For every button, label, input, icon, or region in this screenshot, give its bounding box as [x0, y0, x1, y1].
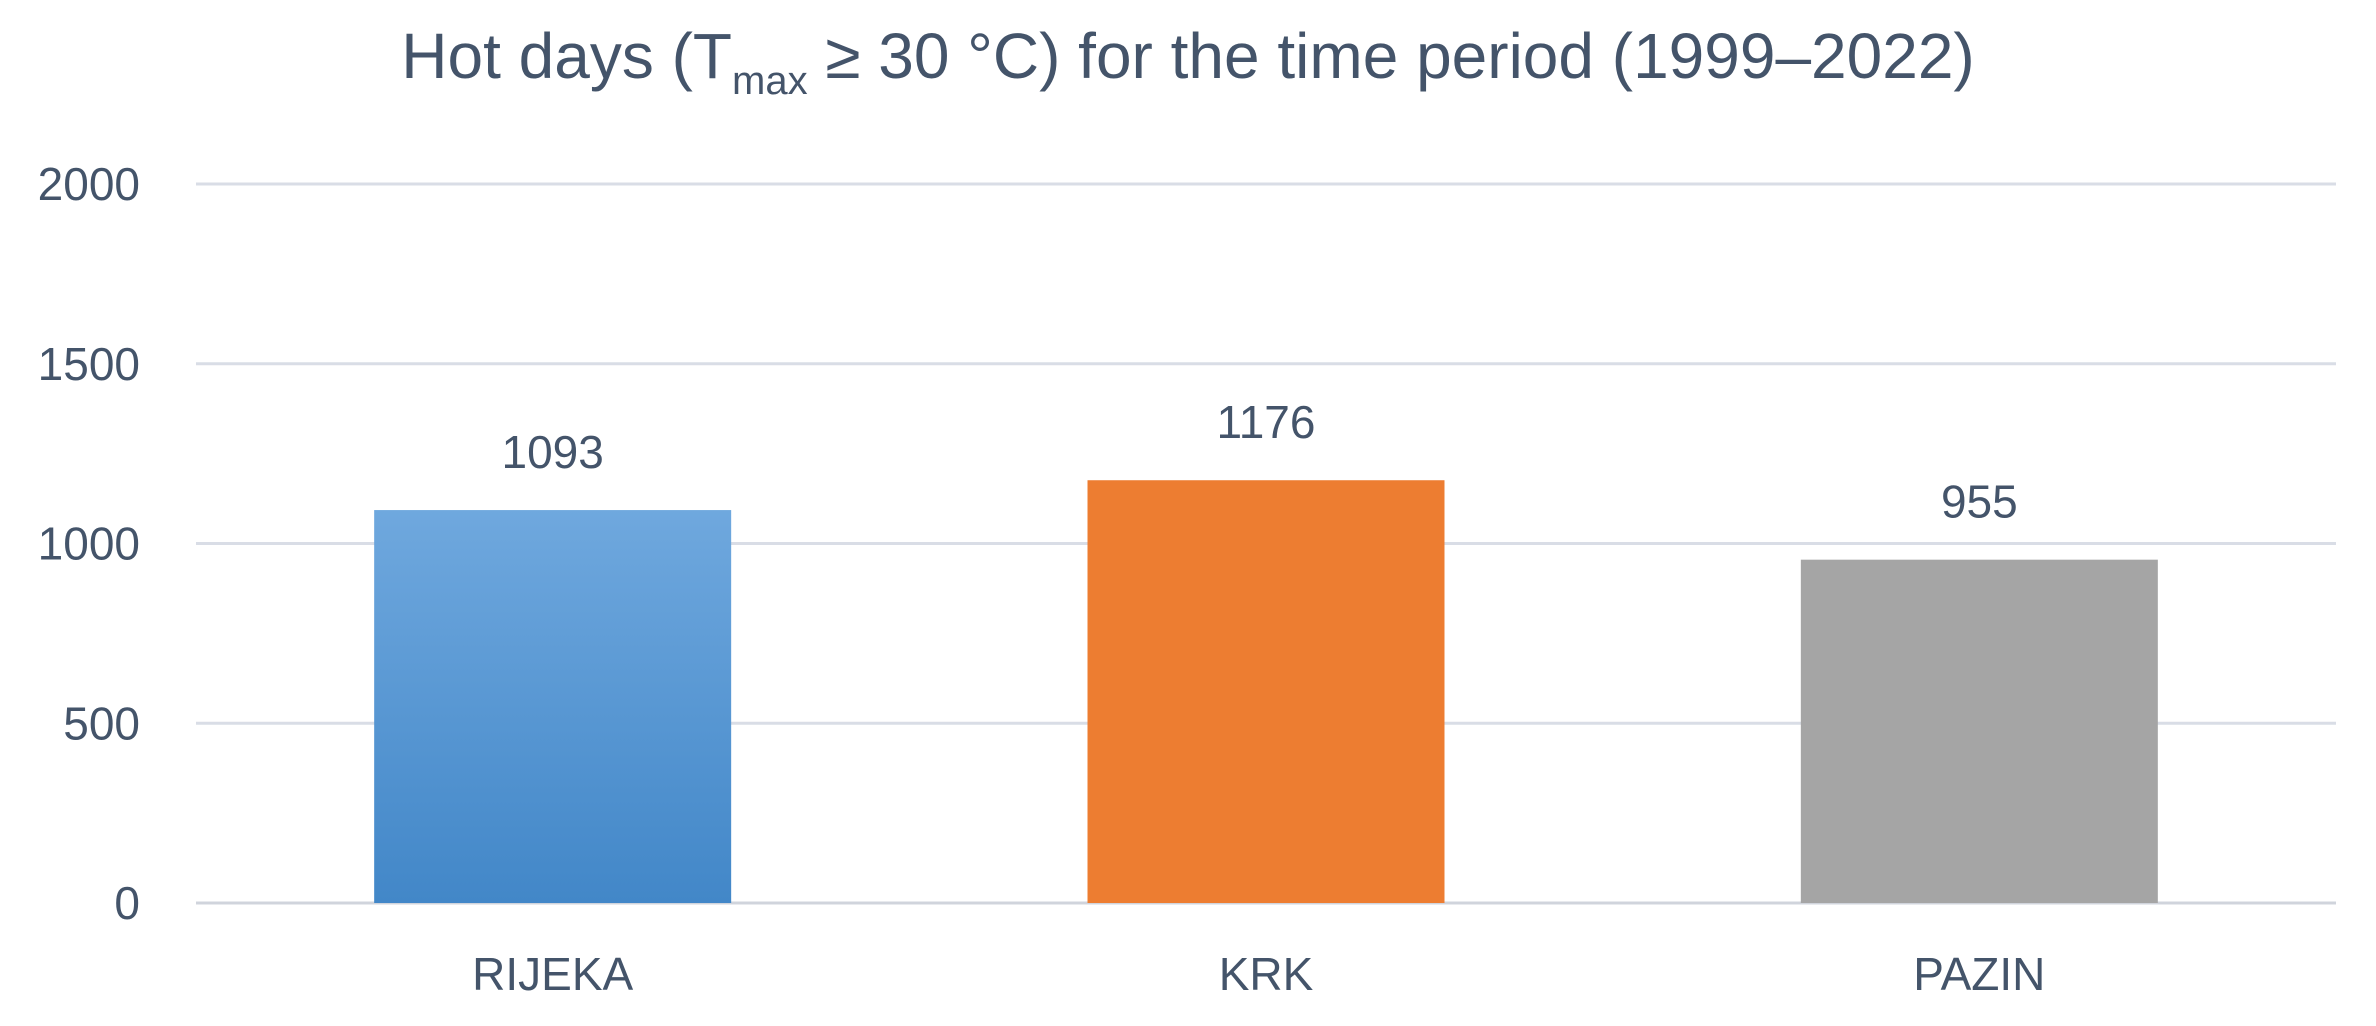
chart-title-prefix: Hot days (T	[401, 20, 732, 92]
category-label-rijeka: RIJEKA	[472, 948, 633, 1000]
chart-title-subscript: max	[732, 59, 808, 103]
y-tick-label: 1500	[38, 338, 140, 390]
y-tick-label: 500	[63, 697, 140, 749]
bar-krk	[1087, 480, 1445, 903]
data-labels: 1093 1176 955	[501, 396, 2017, 527]
y-tick-label: 0	[114, 877, 140, 929]
category-label-krk: KRK	[1219, 948, 1314, 1000]
y-tick-label: 1000	[38, 518, 140, 570]
chart-title-suffix: ≥ 30 °C) for the time period (1999–2022)	[808, 20, 1975, 92]
category-label-pazin: PAZIN	[1913, 948, 2045, 1000]
category-labels: RIJEKA KRK PAZIN	[472, 948, 2045, 1000]
chart-title: Hot days (Tmax ≥ 30 °C) for the time per…	[401, 20, 1974, 103]
bar-rijeka	[374, 510, 732, 903]
data-label-rijeka: 1093	[501, 426, 603, 478]
y-tick-label: 2000	[38, 158, 140, 210]
y-axis-ticks: 0 500 1000 1500 2000	[38, 158, 140, 929]
data-label-krk: 1176	[1217, 396, 1316, 448]
bar-pazin	[1800, 559, 2158, 903]
data-label-pazin: 955	[1941, 476, 2018, 528]
bars	[374, 480, 2158, 903]
